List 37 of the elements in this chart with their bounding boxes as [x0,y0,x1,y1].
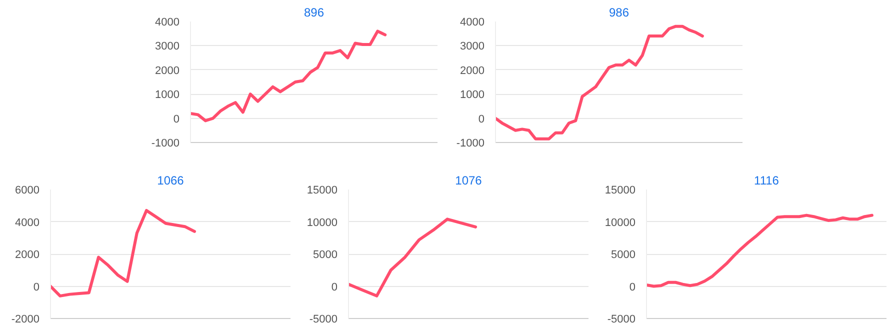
y-tick-label: 0 [478,113,485,126]
chart-title: 1116 [754,174,780,188]
line-series [50,208,196,298]
y-tick-label: 15000 [604,184,636,196]
chart-title: 1076 [455,174,482,188]
y-tick-label: 5000 [611,249,636,261]
y-tick-label: 10000 [306,216,338,229]
line-series [496,24,704,140]
chart-title: 1066 [157,174,184,188]
line-series [348,218,478,298]
y-tick-label: 15000 [306,184,338,196]
y-tick-label: 4000 [155,16,180,28]
y-tick-label: -1000 [456,138,485,150]
y-tick-label: 0 [331,281,338,294]
y-tick-label: 3000 [460,40,485,53]
chart-title: 896 [304,6,324,20]
y-tick-label: 4000 [460,16,485,28]
y-tick-label: 0 [33,281,40,294]
line-series [190,30,387,122]
y-tick-label: 0 [173,113,180,126]
y-tick-label: -1000 [151,138,180,150]
chart-title: 986 [608,6,630,20]
y-tick-label: 2000 [155,64,180,77]
y-tick-label: 0 [629,281,636,294]
y-tick-label: -2000 [11,314,40,326]
y-tick-label: 2000 [460,64,485,77]
y-tick-label: -5000 [607,314,636,326]
y-tick-label: -5000 [309,314,338,326]
line-series [646,214,874,288]
y-tick-label: 1000 [460,89,485,102]
y-tick-label: 2000 [15,249,40,261]
y-tick-label: 3000 [155,40,180,53]
y-tick-label: 5000 [313,249,338,261]
y-tick-label: 4000 [15,216,40,229]
y-tick-label: 6000 [15,184,40,196]
y-tick-label: 1000 [155,89,180,102]
y-tick-label: 10000 [604,216,636,229]
